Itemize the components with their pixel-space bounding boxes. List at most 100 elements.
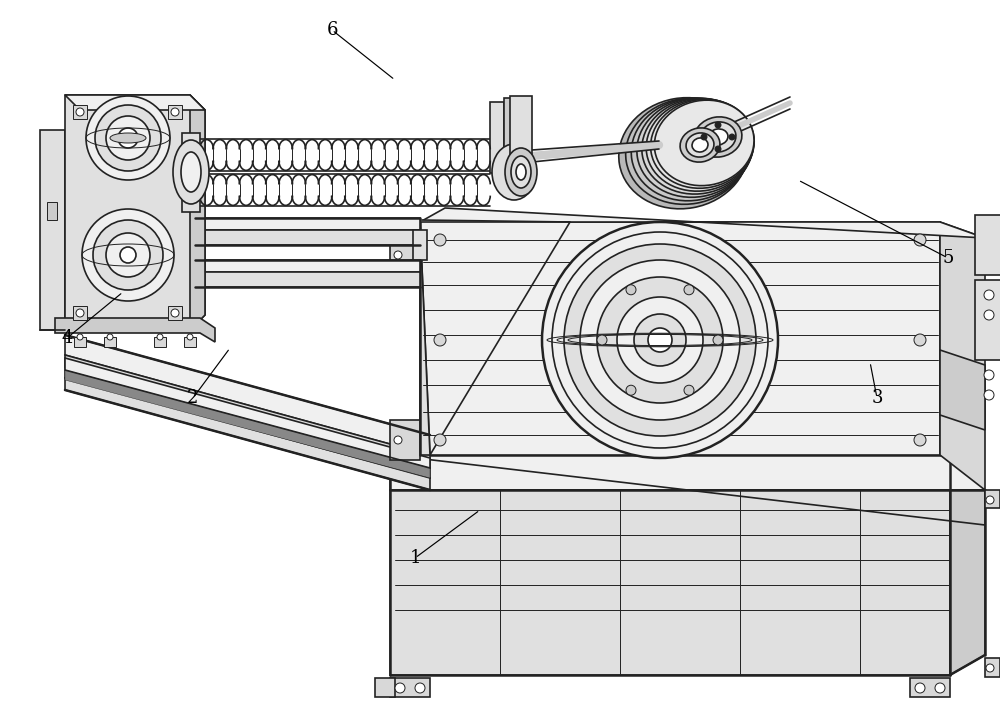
Polygon shape <box>420 208 985 238</box>
Polygon shape <box>190 95 205 330</box>
Bar <box>168 306 182 320</box>
Ellipse shape <box>686 133 714 157</box>
Polygon shape <box>195 218 420 230</box>
Circle shape <box>617 297 703 383</box>
Circle shape <box>715 146 721 152</box>
Polygon shape <box>950 490 985 675</box>
Circle shape <box>86 96 170 180</box>
Bar <box>74 337 86 347</box>
Polygon shape <box>985 658 1000 677</box>
Circle shape <box>634 314 686 366</box>
Circle shape <box>986 664 994 672</box>
Ellipse shape <box>637 98 752 197</box>
Circle shape <box>157 334 163 340</box>
Circle shape <box>986 496 994 504</box>
Circle shape <box>684 385 694 395</box>
Circle shape <box>394 251 402 259</box>
Bar <box>154 337 166 347</box>
Polygon shape <box>65 370 430 478</box>
Text: 4: 4 <box>61 329 73 347</box>
Polygon shape <box>420 220 570 455</box>
Circle shape <box>626 385 636 395</box>
Ellipse shape <box>646 99 754 191</box>
Polygon shape <box>195 230 420 245</box>
Circle shape <box>77 334 83 340</box>
Circle shape <box>95 105 161 171</box>
Circle shape <box>597 335 607 345</box>
Polygon shape <box>375 678 395 697</box>
Bar <box>168 105 182 119</box>
Ellipse shape <box>692 138 708 152</box>
Circle shape <box>118 128 138 148</box>
Circle shape <box>93 220 163 290</box>
Polygon shape <box>65 378 430 490</box>
Polygon shape <box>65 358 430 478</box>
Bar <box>490 102 504 173</box>
Polygon shape <box>390 490 950 675</box>
Circle shape <box>415 683 425 693</box>
Circle shape <box>597 277 723 403</box>
Ellipse shape <box>642 98 753 194</box>
Ellipse shape <box>654 100 754 185</box>
Circle shape <box>935 683 945 693</box>
Circle shape <box>701 134 707 140</box>
Circle shape <box>434 234 446 246</box>
Polygon shape <box>195 260 420 272</box>
Polygon shape <box>910 678 950 697</box>
Ellipse shape <box>700 122 736 152</box>
Circle shape <box>434 334 446 346</box>
Polygon shape <box>390 678 430 697</box>
Circle shape <box>82 209 174 301</box>
Polygon shape <box>985 490 1000 508</box>
Bar <box>975 215 1000 275</box>
Polygon shape <box>390 235 420 275</box>
Circle shape <box>984 390 994 400</box>
Polygon shape <box>420 222 940 455</box>
Bar <box>510 96 532 179</box>
Circle shape <box>915 683 925 693</box>
Ellipse shape <box>626 98 749 204</box>
Bar <box>104 337 116 347</box>
Polygon shape <box>65 355 430 468</box>
Circle shape <box>648 328 672 352</box>
Circle shape <box>107 334 113 340</box>
Circle shape <box>564 244 756 436</box>
Bar <box>184 337 196 347</box>
Ellipse shape <box>492 144 536 200</box>
Circle shape <box>914 334 926 346</box>
Polygon shape <box>55 318 215 342</box>
Bar <box>40 130 65 330</box>
Circle shape <box>394 436 402 444</box>
Ellipse shape <box>631 98 751 201</box>
Bar <box>413 230 427 260</box>
Circle shape <box>729 134 735 140</box>
Ellipse shape <box>680 128 720 162</box>
Circle shape <box>171 108 179 116</box>
Circle shape <box>106 233 150 277</box>
Polygon shape <box>65 335 430 455</box>
Circle shape <box>552 232 768 448</box>
Bar <box>182 133 200 212</box>
Circle shape <box>580 260 740 420</box>
Circle shape <box>106 116 150 160</box>
Circle shape <box>984 370 994 380</box>
Polygon shape <box>65 95 205 330</box>
Circle shape <box>120 247 136 263</box>
Ellipse shape <box>505 148 537 196</box>
Polygon shape <box>940 222 985 490</box>
Polygon shape <box>420 222 430 455</box>
Circle shape <box>434 434 446 446</box>
Circle shape <box>542 222 778 458</box>
Text: 6: 6 <box>326 21 338 39</box>
Circle shape <box>984 290 994 300</box>
Polygon shape <box>390 420 420 460</box>
Ellipse shape <box>110 133 146 143</box>
Circle shape <box>187 334 193 340</box>
Circle shape <box>984 310 994 320</box>
Polygon shape <box>940 350 985 430</box>
Circle shape <box>76 108 84 116</box>
Bar <box>47 202 57 220</box>
Ellipse shape <box>651 100 754 188</box>
Circle shape <box>715 122 721 128</box>
Bar <box>73 306 87 320</box>
